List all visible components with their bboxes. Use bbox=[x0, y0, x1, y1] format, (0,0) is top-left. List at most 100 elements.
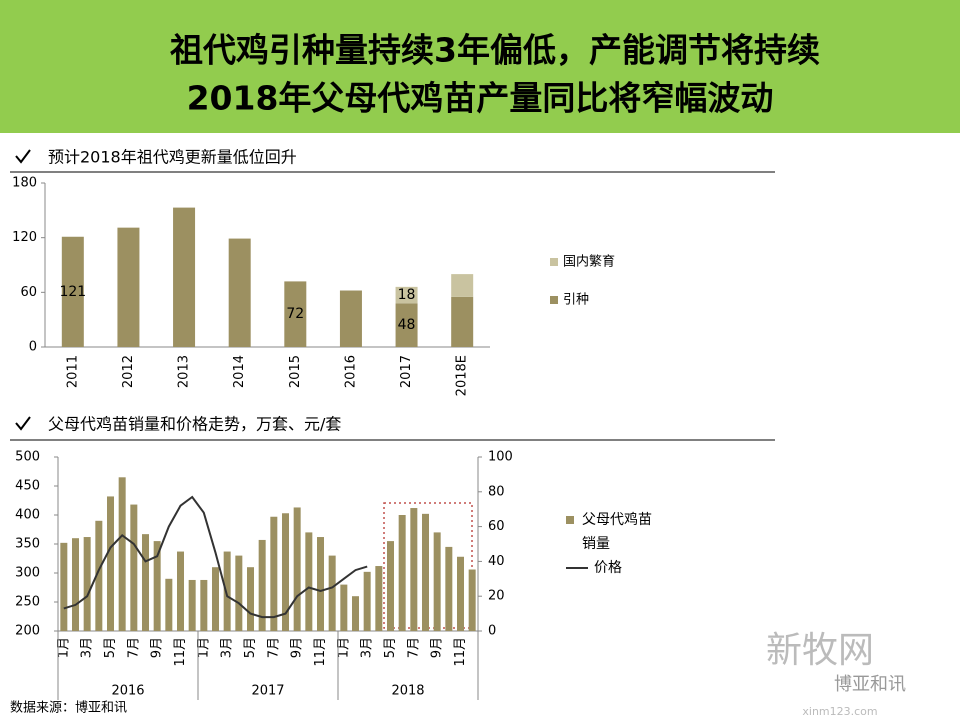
bar bbox=[457, 556, 464, 631]
y-tick-label: 400 bbox=[15, 508, 40, 523]
x-tick-label: 2018E bbox=[455, 355, 470, 396]
check-icon bbox=[15, 149, 31, 164]
y-tick-label: 350 bbox=[15, 537, 40, 552]
bar bbox=[223, 551, 231, 631]
bar bbox=[398, 515, 406, 631]
y2-tick-label: 20 bbox=[488, 589, 505, 604]
y-tick-label: 60 bbox=[20, 285, 37, 300]
bar bbox=[235, 555, 243, 631]
group-label: 2016 bbox=[111, 684, 144, 699]
bar bbox=[200, 579, 208, 631]
bar bbox=[212, 567, 219, 631]
bar bbox=[340, 584, 348, 631]
bar bbox=[247, 567, 254, 631]
bar bbox=[293, 507, 301, 631]
bar bbox=[433, 532, 441, 631]
x-tick-label: 11月 bbox=[173, 637, 188, 667]
legend-label: 父母代鸡苗销量 bbox=[582, 512, 652, 552]
x-tick-label: 3月 bbox=[80, 637, 95, 658]
data-label: 121 bbox=[59, 284, 86, 300]
data-label: 72 bbox=[286, 306, 304, 322]
y2-tick-label: 100 bbox=[488, 450, 513, 465]
x-tick-label: 5月 bbox=[383, 637, 398, 658]
line bbox=[63, 495, 368, 619]
x-tick-label: 9月 bbox=[290, 637, 305, 658]
y2-tick-label: 0 bbox=[488, 624, 496, 639]
chart-title: 父母代鸡苗销量和价格走势，万套、元/套 bbox=[48, 415, 341, 434]
title-line: 祖代鸡引种量持续3年偏低，产能调节将持续 bbox=[170, 31, 820, 70]
bar bbox=[387, 541, 394, 631]
legend-label: 价格 bbox=[594, 560, 622, 576]
bar bbox=[165, 578, 173, 631]
bar-segment bbox=[395, 286, 418, 304]
x-tick-label: 3月 bbox=[220, 637, 235, 658]
bar bbox=[95, 520, 103, 631]
source: 数据来源：博亚和讯 bbox=[10, 701, 127, 716]
y-tick-label: 300 bbox=[15, 566, 40, 581]
bar-segment bbox=[61, 236, 84, 347]
group-label: 2018 bbox=[391, 684, 424, 699]
bar bbox=[317, 537, 324, 631]
x-tick-label: 5月 bbox=[103, 637, 118, 658]
x-tick-label: 11月 bbox=[313, 637, 328, 667]
bar bbox=[328, 555, 336, 631]
x-tick-label: 7月 bbox=[266, 637, 281, 658]
bar-segment bbox=[117, 227, 140, 347]
x-tick-label: 7月 bbox=[126, 637, 141, 658]
bar-segment bbox=[284, 281, 307, 347]
bar bbox=[153, 541, 161, 631]
y2-tick-label: 80 bbox=[488, 484, 505, 499]
bar bbox=[118, 477, 126, 631]
y-tick-label: 120 bbox=[12, 230, 37, 245]
x-tick-label: 2017 bbox=[399, 355, 414, 388]
check-icon bbox=[15, 416, 31, 431]
watermark: 博亚和讯 bbox=[834, 674, 906, 695]
watermark: xinm123.com bbox=[802, 705, 877, 718]
bar bbox=[410, 508, 418, 631]
bar bbox=[445, 546, 453, 631]
y2-tick-label: 40 bbox=[488, 554, 505, 569]
legend-swatch bbox=[550, 296, 558, 304]
legend-label: 国内繁育 bbox=[563, 254, 615, 270]
bar bbox=[188, 579, 196, 631]
x-tick-label: 2015 bbox=[288, 355, 303, 388]
bar bbox=[130, 504, 138, 631]
bar bbox=[258, 539, 266, 631]
x-tick-label: 2012 bbox=[121, 355, 136, 388]
bar bbox=[422, 513, 429, 631]
bar-segment bbox=[228, 238, 251, 347]
bar-segment bbox=[451, 274, 474, 297]
legend-label: 引种 bbox=[563, 293, 589, 308]
bar bbox=[375, 566, 383, 631]
chart-title: 预计2018年祖代鸡更新量低位回升 bbox=[48, 148, 297, 167]
bar bbox=[305, 532, 313, 631]
x-tick-label: 1月 bbox=[336, 637, 351, 658]
watermark: 新牧网 bbox=[766, 630, 874, 671]
bar-segment bbox=[339, 290, 362, 347]
bar-segment bbox=[173, 207, 196, 347]
bar bbox=[177, 551, 184, 631]
bar bbox=[363, 571, 371, 631]
bar-segment bbox=[395, 303, 418, 347]
legend-swatch bbox=[566, 516, 574, 524]
bar-segment bbox=[451, 296, 474, 347]
bar bbox=[83, 537, 91, 631]
y-tick-label: 200 bbox=[15, 624, 40, 639]
x-tick-label: 1月 bbox=[56, 637, 71, 658]
y-tick-label: 180 bbox=[12, 176, 37, 191]
x-tick-label: 2011 bbox=[65, 355, 80, 388]
legend-swatch bbox=[550, 258, 558, 266]
header-band bbox=[0, 0, 960, 133]
x-tick-label: 2014 bbox=[232, 355, 247, 388]
bar bbox=[468, 569, 476, 631]
x-tick-label: 3月 bbox=[360, 637, 375, 658]
data-label: 48 bbox=[398, 317, 416, 333]
x-tick-label: 7月 bbox=[406, 637, 421, 658]
x-tick-label: 9月 bbox=[150, 637, 165, 658]
y2-tick-label: 60 bbox=[488, 519, 505, 534]
y-tick-label: 250 bbox=[15, 595, 40, 610]
bar bbox=[282, 513, 289, 631]
group-label: 2017 bbox=[251, 684, 284, 699]
